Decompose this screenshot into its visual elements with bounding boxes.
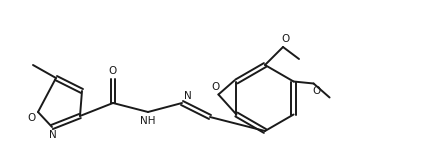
Text: N: N — [49, 130, 57, 140]
Text: O: O — [211, 81, 219, 91]
Text: O: O — [281, 34, 289, 44]
Text: O: O — [312, 87, 320, 97]
Text: O: O — [109, 66, 117, 76]
Text: N: N — [184, 91, 191, 101]
Text: NH: NH — [140, 116, 155, 126]
Text: O: O — [28, 113, 36, 123]
